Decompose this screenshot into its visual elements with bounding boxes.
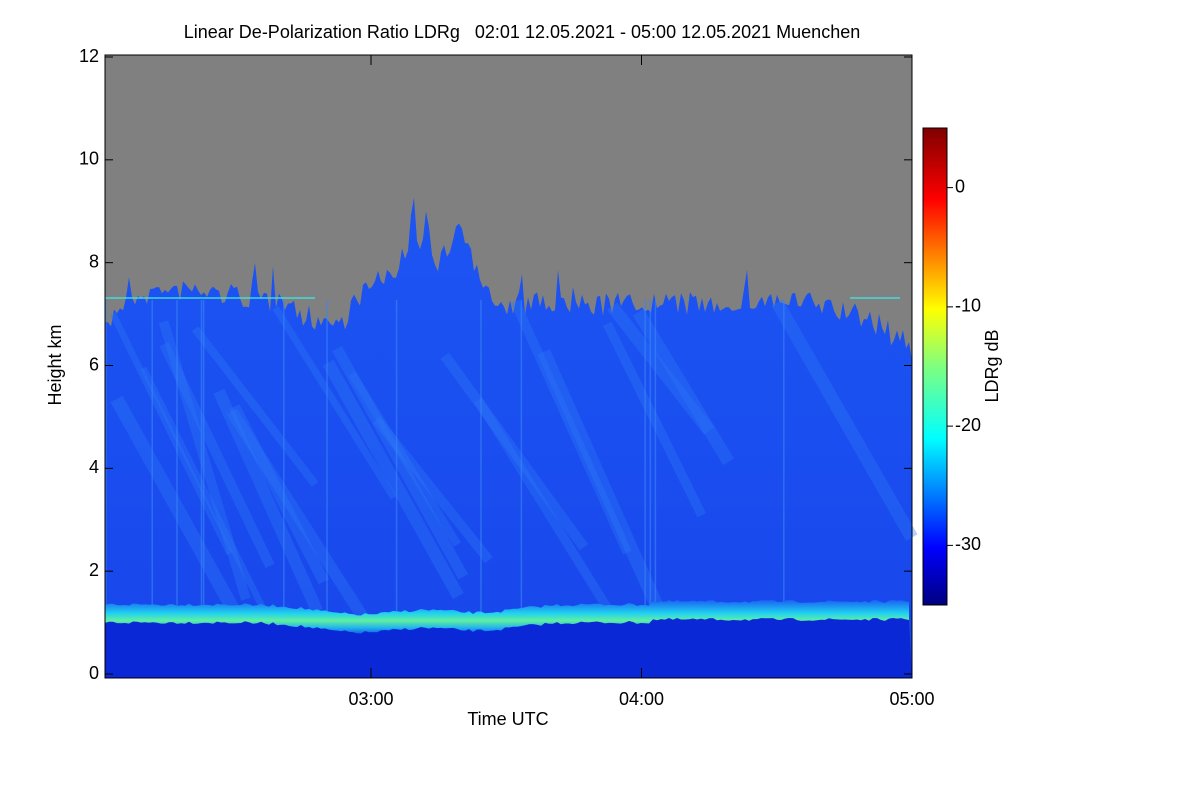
- x-tick-label: 04:00: [619, 689, 664, 709]
- x-tick-label: 05:00: [889, 689, 934, 709]
- fall-streak: [191, 326, 319, 487]
- fall-streak: [537, 349, 668, 619]
- fall-streak: [372, 416, 493, 564]
- y-tick-label: 2: [89, 560, 99, 580]
- y-tick-label: 10: [79, 149, 99, 169]
- fall-streak: [474, 397, 621, 627]
- fall-streak: [226, 408, 377, 634]
- colorbar-tick-label: -30: [955, 534, 981, 554]
- backscatter-field: [105, 55, 918, 678]
- fall-streak: [109, 312, 233, 556]
- y-axis-label: Height km: [45, 324, 65, 405]
- fall-streak: [229, 404, 330, 585]
- y-tick-label: 12: [79, 46, 99, 66]
- cloud-area: [105, 197, 912, 678]
- fall-streak: [110, 395, 258, 646]
- y-tick-label: 4: [89, 457, 99, 477]
- colorbar-tick-label: -20: [955, 415, 981, 435]
- fall-streak: [510, 299, 632, 555]
- fall-streak: [322, 359, 464, 600]
- fall-streak: [348, 371, 461, 547]
- plot-frame: [104, 54, 913, 679]
- colorbar-tick-label: 0: [955, 176, 965, 196]
- fall-streak: [159, 342, 275, 569]
- fall-streak: [632, 308, 734, 466]
- fall-streak: [602, 321, 706, 518]
- y-tick-label: 6: [89, 354, 99, 374]
- colorbar-label: LDRg dB: [982, 329, 1002, 402]
- y-tick-label: 0: [89, 663, 99, 683]
- chart-title: Linear De-Polarization Ratio LDRg 02:01 …: [184, 22, 860, 42]
- fall-streak: [272, 306, 397, 500]
- y-tick-label: 8: [89, 251, 99, 271]
- colorbar: [922, 127, 948, 606]
- fall-streak: [771, 299, 918, 541]
- x-axis-label: Time UTC: [467, 709, 548, 729]
- fall-streak: [140, 366, 273, 625]
- fall-streak: [332, 345, 469, 580]
- fall-streak: [213, 388, 323, 614]
- colorbar-tick-label: -10: [955, 296, 981, 316]
- fall-streak: [606, 302, 715, 435]
- near-ground-area: [105, 618, 912, 678]
- x-tick-label: 03:00: [348, 689, 393, 709]
- fall-streak: [440, 352, 589, 551]
